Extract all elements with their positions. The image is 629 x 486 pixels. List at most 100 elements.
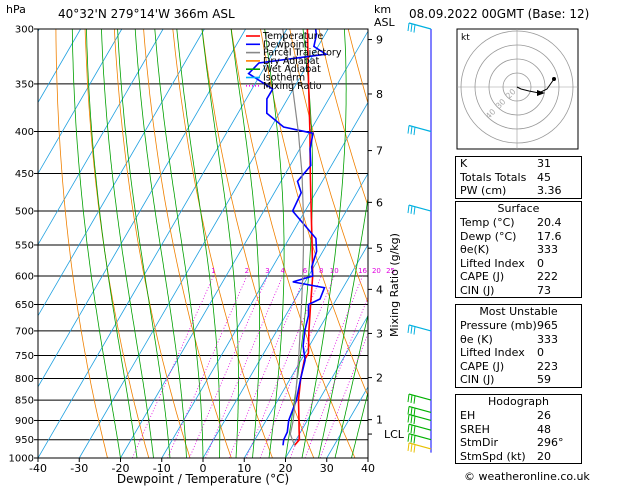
isotherm-line [38, 29, 164, 246]
wind-barb [407, 405, 432, 417]
wind-barb-flag [413, 206, 416, 215]
mixing-ratio-label: 25 [386, 267, 395, 275]
isotherm-line [161, 101, 368, 458]
pressure-tick-label: 700 [15, 326, 34, 337]
mixing-ratio-label: 10 [330, 267, 339, 275]
wind-barb-flag [413, 435, 416, 444]
x-tick-label: 0 [200, 462, 207, 475]
surface-label: Temp (°C) [460, 216, 515, 229]
mixing-ratio-label: 8 [319, 267, 323, 275]
wind-barb-flag [407, 424, 410, 433]
mixing-ratio-label: 6 [303, 267, 308, 275]
km-label: 5 [376, 242, 383, 255]
x-tick-label: -30 [70, 462, 88, 475]
mixing-ratio-label: 2 [245, 267, 249, 275]
mixing-ratio-line [205, 275, 284, 458]
x-tick-label: 40 [361, 462, 375, 475]
surface-row: Temp (°C) 20.4 [456, 216, 581, 230]
wind-barb-flag [410, 325, 413, 334]
surface-row: Dewp (°C) 17.6 [456, 230, 581, 244]
asl-label: ASL [374, 16, 395, 29]
surface-label: CAPE (J) [460, 270, 505, 283]
wind-barb-flag [407, 22, 410, 32]
x-tick-label: -20 [112, 462, 130, 475]
mu-row: Pressure (mb) 965 [456, 319, 581, 333]
surface-value: 20.4 [537, 216, 562, 229]
mu-label: Pressure (mb) [460, 319, 537, 332]
wet-adiabat-line [201, 29, 239, 458]
wind-barb-flag [413, 425, 416, 434]
pressure-tick-label: 350 [15, 79, 34, 90]
hpa-label: hPa [6, 3, 26, 16]
hodograph-unit-label: kt [461, 33, 470, 43]
wet-adiabat-line [285, 29, 314, 458]
legend-label: Temperature [262, 31, 323, 42]
index-value: 31 [537, 157, 551, 170]
surface-title: Surface [456, 201, 581, 216]
km-label: km [374, 3, 392, 16]
pressure-tick-label: 500 [15, 207, 34, 218]
wind-barb-shaft [408, 204, 432, 212]
mu-row: CAPE (J) 223 [456, 360, 581, 374]
surface-label: Lifted Index [460, 256, 525, 270]
wind-barb-flag [407, 442, 410, 452]
wind-barb-flag [407, 125, 410, 134]
dry-adiabat-line [143, 29, 232, 458]
km-label: 3 [376, 327, 383, 340]
wind-barb-flag [410, 434, 413, 443]
wind-barb-shaft [408, 324, 432, 332]
index-value: 45 [537, 170, 551, 184]
mixing-ratio-label: 20 [372, 267, 381, 275]
mixing-ratio-line [167, 275, 248, 458]
mixing-ratio-line [246, 275, 322, 458]
isotherm-line [202, 172, 368, 458]
index-label: K [460, 157, 468, 170]
wind-barb-flag [407, 406, 410, 415]
wind-barb [407, 442, 432, 453]
wind-barb-flag [413, 415, 416, 425]
x-axis-label: Dewpoint / Temperature (°C) [117, 472, 289, 486]
wet-adiabat-line [154, 29, 204, 458]
mu-value: 0 [537, 346, 544, 359]
mu-row: CIN (J) 59 [456, 373, 581, 387]
hodo-row: StmSpd (kt) 20 [456, 450, 581, 464]
wet-adiabat-line [351, 390, 368, 458]
km-label: 2 [376, 372, 383, 385]
wind-barb-flag [410, 23, 413, 32]
isotherm-line [38, 29, 123, 175]
index-row: K 31 [456, 157, 581, 171]
mixing-ratio-line [131, 275, 214, 458]
mixing-ratio-label: 3 [265, 267, 269, 275]
surface-row: θe(K) 333 [456, 243, 581, 257]
wind-barb-shaft [408, 442, 432, 450]
wet-adiabat-line [301, 29, 347, 458]
pressure-tick-label: 300 [15, 25, 34, 36]
dry-adiabat-line [260, 29, 368, 397]
isotherm-line [38, 29, 81, 104]
wet-adiabat-line [134, 29, 187, 458]
mixing-ratio-label: 16 [358, 267, 367, 275]
legend-label: Mixing Ratio [263, 81, 322, 92]
wet-adiabat-line [71, 29, 121, 458]
wind-barb-flag [413, 24, 416, 33]
x-tick-label: -10 [153, 462, 171, 475]
isotherm-line [285, 314, 368, 458]
plot-frame [37, 28, 369, 459]
pressure-tick-label: 950 [15, 435, 34, 446]
wind-barb [407, 124, 432, 136]
index-label: PW (cm) [460, 184, 507, 197]
wind-barb-flag [407, 324, 410, 333]
most-unstable-table: Most Unstable Pressure (mb) 965 θe (K) 333… [455, 304, 582, 388]
storm-motion-marker [537, 90, 545, 96]
index-label: Totals Totals [460, 170, 527, 184]
background-lines [38, 29, 368, 458]
wind-barb-flag [413, 444, 416, 453]
legend-label: Dewpoint [263, 39, 308, 50]
datetime-title: 08.09.2022 00GMT (Base: 12) [409, 7, 590, 21]
mu-label: Lifted Index [460, 346, 525, 359]
pressure-tick-label: 850 [15, 396, 34, 407]
surface-row: CIN (J) 73 [456, 284, 581, 298]
wind-barb-shaft [408, 433, 432, 441]
hodograph-table: Hodograph EH 26 SREH 48 StmDir 296° StmSpd … [455, 394, 582, 464]
